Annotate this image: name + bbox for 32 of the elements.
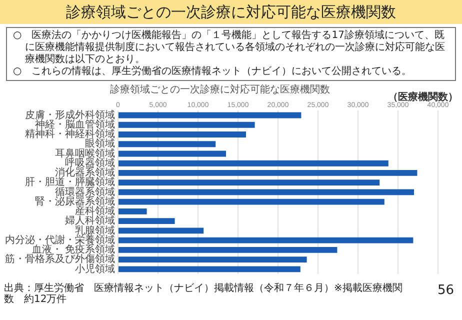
y-tick-label: 小児領域: [75, 262, 115, 275]
bar: [118, 150, 226, 157]
y-tick-label: 耳鼻咽喉領域: [55, 147, 115, 160]
bar: [118, 208, 147, 214]
chart-subtitle: 診療領域ごとの一次診療に対応可能な医療機関数: [110, 84, 330, 96]
y-tick-label: 循環器系領域: [55, 186, 115, 198]
bar: [118, 160, 388, 166]
text: 56: [437, 283, 454, 298]
bar: [118, 141, 216, 148]
y-tick-label: 皮膚・形成外科領域: [25, 108, 115, 121]
y-tick-label: 乳腺領域: [75, 224, 115, 236]
bar: [118, 122, 255, 128]
bar: [118, 246, 338, 253]
x-axis-title: （医療機関数）: [388, 91, 458, 104]
chart-title: 診療領域ごとの一次診療に対応可能な医療機関数: [0, 0, 462, 24]
y-tick-label: 呼吸器領域: [65, 156, 115, 169]
bar: [118, 180, 380, 186]
bar: [118, 228, 204, 234]
bar: [118, 218, 175, 224]
y-tick-label: 腎・泌尿器系領域: [35, 195, 115, 208]
bar: [118, 237, 414, 244]
bar: [118, 198, 384, 205]
y-tick-label: 神経・脳血管領域: [35, 118, 115, 130]
bar: [118, 170, 418, 176]
bar: [118, 189, 414, 196]
bar: [118, 112, 302, 118]
bar: [118, 266, 300, 272]
text: ○ 医療法の「かかりつけ医機能報告」の「１号機能」として報告する17診療領域について、既に医療機能情報提供制度において報告されている各領域のそれぞれの一次診療に対応可能な医療機関数は以下のとおり。: [13, 30, 446, 66]
bar: [118, 256, 307, 263]
bar: [118, 131, 246, 138]
source-note: 出典：厚生労働省 医療情報ネット（ナビイ）掲載情報（令和７年６月）※掲載医療機関数 約12万件: [4, 283, 404, 305]
text: ○ これらの情報は、厚生労働省の医療情報ネット（ナビイ）において公開されている。: [13, 66, 413, 78]
